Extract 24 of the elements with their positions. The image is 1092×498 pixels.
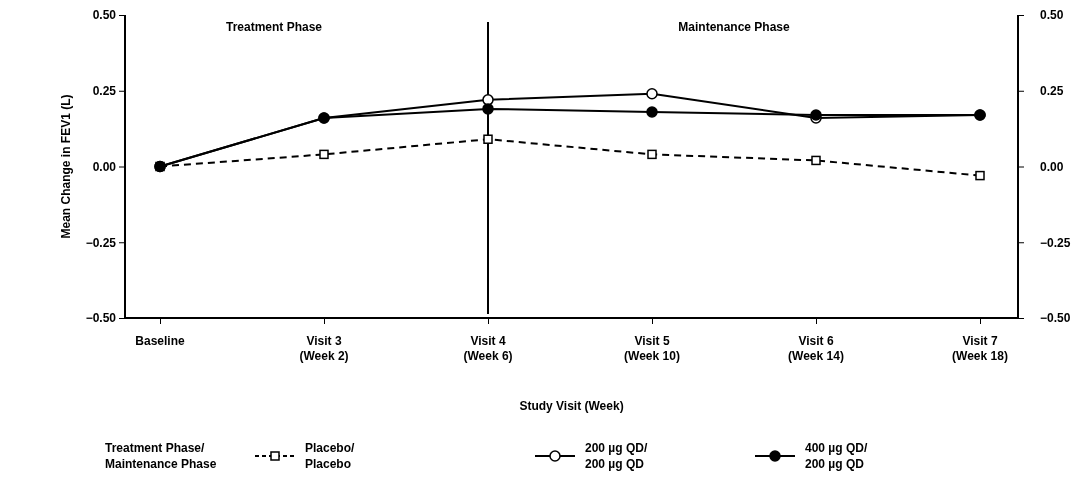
- y2-tick-label: 0.00: [1040, 159, 1064, 174]
- y-tick-label: −0.25: [85, 235, 117, 250]
- x-tick-label: Visit 5 (Week 10): [624, 334, 680, 363]
- x-tick-label: Visit 7 (Week 18): [952, 334, 1008, 363]
- legend-label: 200 µg QD/ 200 µg QD: [585, 441, 648, 471]
- annotation: Treatment Phase: [225, 20, 323, 34]
- annotation: Maintenance Phase: [678, 20, 791, 34]
- x-axis-title: Study Visit (Week): [519, 399, 624, 413]
- legend-label: Placebo/ Placebo: [305, 441, 356, 471]
- x-tick-label: Visit 6 (Week 14): [788, 334, 844, 363]
- x-tick-label: Visit 3 (Week 2): [299, 334, 349, 363]
- y2-tick-label: −0.25: [1040, 235, 1071, 250]
- y2-tick-label: 0.50: [1040, 8, 1064, 23]
- x-tick-label: Baseline: [135, 334, 186, 348]
- y-tick-label: 0.50: [92, 8, 117, 23]
- y2-tick-label: 0.25: [1040, 84, 1064, 99]
- y-tick-label: −0.50: [85, 311, 117, 326]
- x-tick-label: Visit 4 (Week 6): [463, 334, 513, 363]
- y-axis-title: Mean Change in FEV1 (L): [59, 94, 73, 239]
- y-tick-label: 0.25: [92, 84, 117, 99]
- legend-title: Treatment Phase/ Maintenance Phase: [105, 441, 217, 471]
- y-tick-label: 0.00: [92, 159, 117, 174]
- legend-label: 400 µg QD/ 200 µg QD: [805, 441, 868, 471]
- y2-tick-label: −0.50: [1040, 311, 1071, 326]
